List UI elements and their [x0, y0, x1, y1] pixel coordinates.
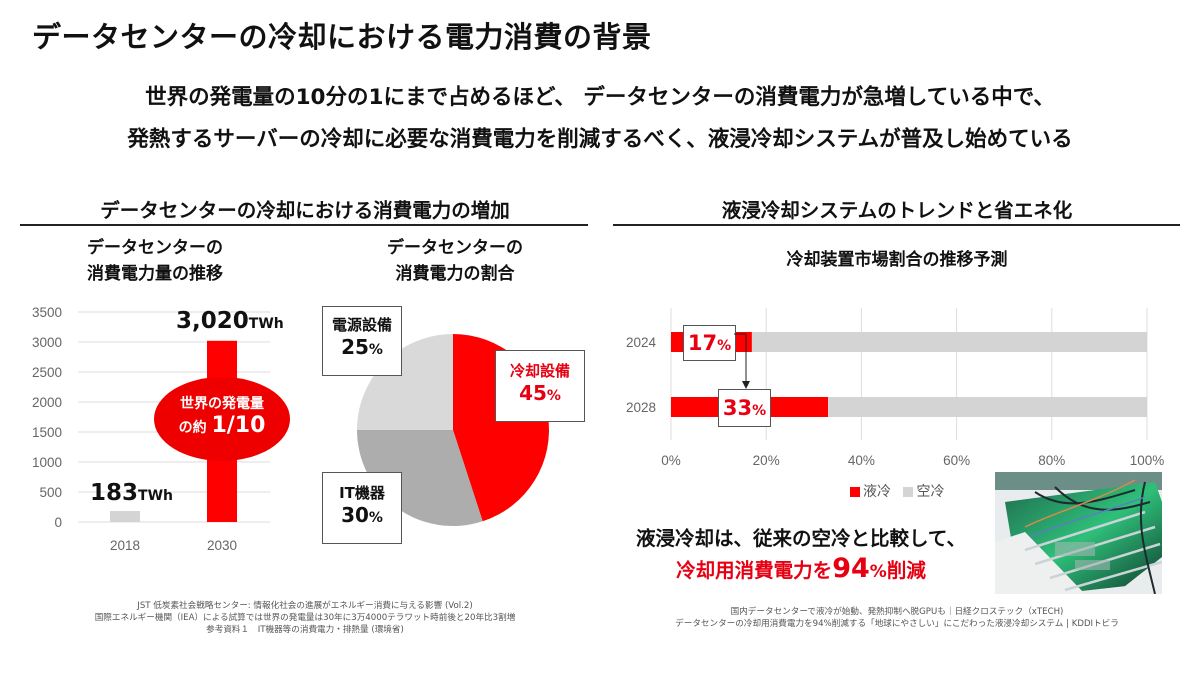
left-sources: JST 低炭素社会戦略センター: 情報化社会の進展がエネルギー消費に与える影響 … [20, 600, 590, 636]
left-section-title: データセンターの冷却における消費電力の増加 [100, 199, 510, 222]
world-share-oval-callout: 世界の発電量 の約 1/10 [154, 377, 290, 461]
pie-callout-it: IT機器 30% [322, 472, 402, 544]
legend-label-liquid: 液冷 [863, 484, 891, 500]
bar-2028-1 [828, 397, 1147, 417]
legend-swatch-liquid [850, 487, 860, 497]
y-tick-label: 1500 [32, 425, 62, 440]
pie-slice-2 [357, 334, 453, 430]
right-section-title: 液浸冷却システムのトレンドと省エネ化 [721, 199, 1073, 222]
pie-callout-power: 電源設備 25% [322, 306, 402, 376]
pie-callout-cooling: 冷却設備 45% [495, 350, 585, 422]
pie-chart-subtitle-line1: データセンターの [387, 238, 523, 258]
x-tick-label: 100% [1130, 453, 1165, 468]
oval-line1: 世界の発電量 [180, 396, 264, 412]
y-tick-label: 2024 [626, 335, 657, 350]
bar-chart-subtitle-line1: データセンターの [87, 238, 223, 258]
legend-swatch-air [903, 487, 914, 497]
bar-2018 [110, 511, 140, 522]
lead-line-1: 世界の発電量の10分の1にまで占めるほど、 データセンターの消費電力が急増してい… [145, 85, 1055, 110]
hbar-callout-2024: 17% [683, 325, 736, 361]
pie-value-it: 30% [341, 503, 383, 527]
x-tick-label: 80% [1038, 453, 1065, 468]
oval-line2: の約 1/10 [178, 413, 266, 438]
pie-value-cooling: 45% [519, 381, 561, 405]
right-section-divider [613, 224, 1180, 226]
hbar-legend: 液冷 空冷 [850, 481, 944, 501]
x-tick-label: 2018 [110, 538, 140, 553]
left-source-2: 国際エネルギー機関（IEA）による試算では世界の発電量は30年に3万4000テラ… [94, 613, 516, 623]
bar-data-label-2018: 183TWh [90, 480, 173, 506]
liquid-immersion-cooling-photo [995, 472, 1162, 594]
page-title: データセンターの冷却における電力消費の背景 [32, 20, 652, 54]
left-source-3: 参考資料１ IT機器等の消費電力・排熱量 (環境省) [206, 625, 404, 635]
y-tick-label: 1000 [32, 455, 62, 470]
left-source-1: JST 低炭素社会戦略センター: 情報化社会の進展がエネルギー消費に与える影響 … [137, 601, 473, 611]
pie-label-cooling: 冷却設備 [509, 362, 570, 380]
bar-data-label-2030: 3,020TWh [176, 308, 284, 334]
pie-chart-subtitle-line2: 消費電力の割合 [395, 264, 515, 284]
y-tick-label: 2028 [626, 400, 656, 415]
bar-chart-subtitle-line2: 消費電力量の推移 [87, 264, 223, 284]
bar-chart-subtitle: データセンターの 消費電力量の推移 [40, 235, 270, 287]
x-tick-label: 0% [661, 453, 681, 468]
y-tick-label: 2500 [32, 365, 62, 380]
y-tick-label: 3500 [32, 305, 62, 320]
trend-arrow-icon [734, 333, 750, 389]
pie-label-power: 電源設備 [331, 316, 392, 334]
pie-label-it: IT機器 [339, 484, 385, 502]
legend-label-air: 空冷 [916, 484, 945, 500]
summary-line-2: 冷却用消費電力を94%削減 [676, 553, 926, 584]
pie-value-power: 25% [341, 335, 383, 359]
y-tick-label: 500 [39, 485, 62, 500]
y-tick-label: 3000 [32, 335, 62, 350]
market-chart-subtitle: 冷却装置市場割合の推移予測 [786, 250, 1008, 270]
right-sources: 国内データセンターで液冷が始動、発熱抑制へ脱GPUも｜日経クロステック（xTEC… [612, 606, 1182, 630]
hbar-callout-2028: 33% [718, 389, 771, 427]
bar-2024-1 [751, 332, 1147, 352]
y-tick-label: 2000 [32, 395, 62, 410]
x-tick-label: 40% [848, 453, 875, 468]
lead-line-2: 発熱するサーバーの冷却に必要な消費電力を削減するべく、液浸冷却システムが普及し始… [127, 127, 1073, 152]
right-source-2: データセンターの冷却用消費電力を94%削減する「地球にやさしい」にこだわった液浸… [675, 619, 1119, 629]
summary-line-1: 液浸冷却は、従来の空冷と比較して、 [636, 527, 966, 550]
y-tick-label: 0 [54, 515, 62, 530]
x-tick-label: 2030 [207, 538, 237, 553]
pie-slice-1 [357, 430, 483, 526]
x-tick-label: 60% [943, 453, 970, 468]
right-source-1: 国内データセンターで液冷が始動、発熱抑制へ脱GPUも｜日経クロステック（xTEC… [730, 607, 1064, 617]
pie-chart-subtitle: データセンターの 消費電力の割合 [335, 235, 575, 287]
x-tick-label: 20% [753, 453, 780, 468]
left-section-divider [20, 224, 588, 226]
